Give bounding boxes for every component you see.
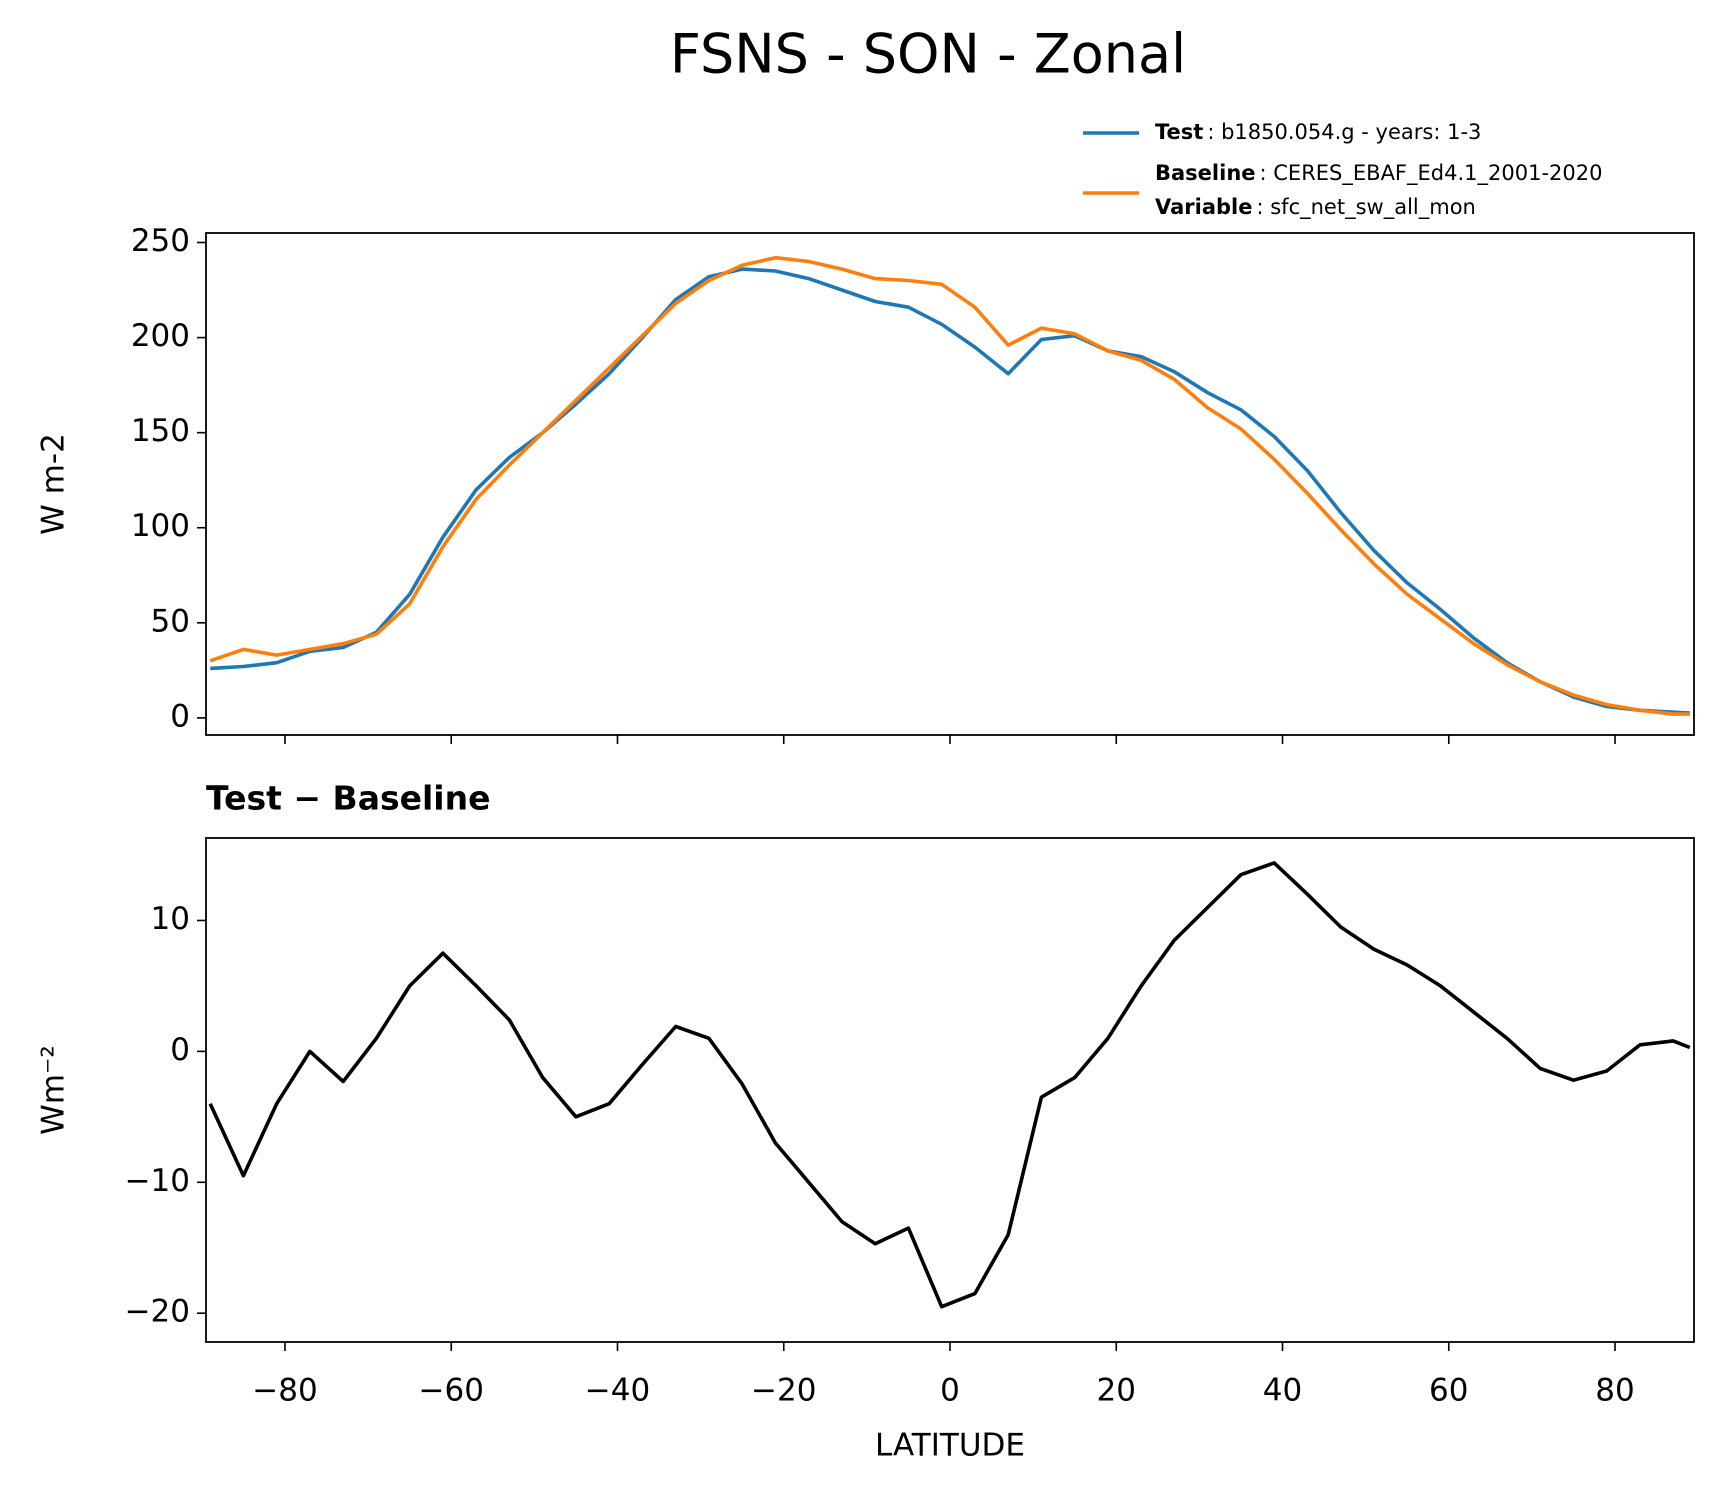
x-tick-label: 60 [1429, 1373, 1468, 1409]
x-tick-label: 20 [1097, 1373, 1136, 1409]
y-axis-label: W m-2 [36, 433, 72, 535]
x-tick-label: −40 [585, 1373, 650, 1409]
legend-description: : sfc_net_sw_all_mon [1256, 195, 1475, 220]
data-line [210, 267, 1690, 715]
y-tick-label: 250 [131, 223, 190, 259]
y-tick-label: 100 [131, 508, 190, 544]
axes-frame [205, 837, 1695, 1343]
legend-note: Variable: sfc_net_sw_all_mon [1155, 195, 1476, 220]
x-tick-label: −60 [419, 1373, 484, 1409]
axes-frame [205, 232, 1695, 736]
y-tick-label: 150 [131, 413, 190, 449]
y-tick-label: 200 [131, 318, 190, 354]
y-tick-label: −20 [125, 1294, 190, 1330]
x-tick-label: 0 [940, 1373, 960, 1409]
legend-name: Test [1155, 120, 1203, 144]
legend-entry: Baseline: CERES_EBAF_Ed4.1_2001-2020 [1155, 161, 1602, 186]
x-axis-label: LATITUDE [875, 1428, 1025, 1464]
x-tick-label: −80 [252, 1373, 317, 1409]
y-tick-label: 0 [170, 1032, 190, 1068]
figure-title: FSNS - SON - Zonal [670, 23, 1186, 86]
y-tick-label: 50 [151, 603, 190, 639]
legend-description: : CERES_EBAF_Ed4.1_2001-2020 [1260, 161, 1603, 186]
y-tick-label: 10 [151, 901, 190, 937]
y-tick-label: 0 [170, 698, 190, 734]
legend-name: Variable [1155, 195, 1252, 219]
plot-area [208, 861, 1691, 1309]
legend-description: : b1850.054.g - years: 1-3 [1207, 120, 1481, 144]
x-tick-label: −20 [751, 1373, 816, 1409]
x-tick-label: 40 [1263, 1373, 1302, 1409]
y-tick-label: −10 [125, 1163, 190, 1199]
legend-name: Baseline [1155, 161, 1256, 185]
y-axis-label: Wm⁻² [36, 1045, 72, 1135]
axes-title: Test − Baseline [206, 779, 491, 818]
x-tick-label: 80 [1595, 1373, 1634, 1409]
data-line [209, 255, 1690, 716]
legend-entry: Test: b1850.054.g - years: 1-3 [1155, 120, 1481, 144]
data-line [208, 861, 1691, 1309]
plot-area [209, 255, 1690, 716]
